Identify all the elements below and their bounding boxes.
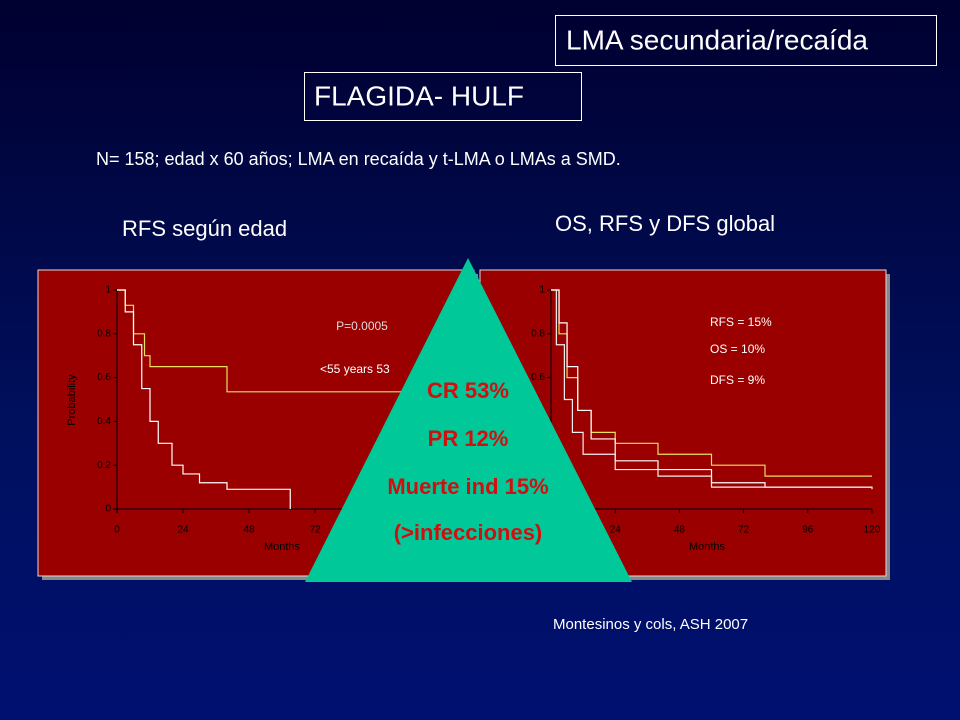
annotation: OS = 10% <box>710 342 765 356</box>
left-heading: RFS según edad <box>122 216 287 241</box>
x-tick-label: 24 <box>610 525 622 536</box>
annotation: P=0.0005 <box>336 319 388 333</box>
x-axis-label: Months <box>689 541 726 553</box>
x-tick-label: 72 <box>738 525 750 536</box>
y-tick-label: 0.8 <box>97 328 111 339</box>
description: N= 158; edad x 60 años; LMA en recaída y… <box>96 149 621 169</box>
x-tick-label: 96 <box>802 525 814 536</box>
km-curve <box>117 289 291 509</box>
triangle-group: CR 53% PR 12% Muerte ind 15% (>infecciones) <box>305 258 632 582</box>
subtitle-box <box>304 72 582 121</box>
x-tick-label: 48 <box>674 525 686 536</box>
y-axis-label: Probability <box>66 374 78 426</box>
x-tick-label: 0 <box>114 525 120 536</box>
y-tick-label: 0.6 <box>97 372 111 383</box>
charts: 0 0.2 0.4 0.6 0.8 1 0 24 48 72 96 120 Probability Mon… <box>66 285 881 553</box>
citation: Montesinos y cols, ASH 2007 <box>553 616 748 633</box>
annotation: RFS = 15% <box>710 315 772 329</box>
km-curve <box>551 289 872 477</box>
y-tick-label: 0.8 <box>531 328 545 339</box>
x-tick-label: 24 <box>177 525 189 536</box>
km-curve <box>551 289 873 490</box>
subtitle: FLAGIDA- HULF <box>314 80 524 111</box>
x-axis-label: Months <box>264 541 301 553</box>
x-tick-label: 120 <box>864 525 881 536</box>
triangle-text: CR 53% <box>427 378 509 403</box>
title: LMA secundaria/recaída <box>566 24 868 55</box>
triangle-text: Muerte ind 15% <box>387 474 548 499</box>
triangle <box>305 258 632 582</box>
annotation: <55 years 53 <box>320 362 390 376</box>
y-tick-label: 1 <box>105 285 111 296</box>
triangle-text: PR 12% <box>428 426 509 451</box>
y-tick-label: 0.2 <box>97 460 111 471</box>
title-box <box>555 15 937 66</box>
km-curve <box>551 289 872 488</box>
y-tick-label: 0.4 <box>97 416 111 427</box>
annotation: DFS = 9% <box>710 373 765 387</box>
x-tick-label: 48 <box>243 525 255 536</box>
y-tick-label: 0.6 <box>531 372 545 383</box>
right-heading: OS, RFS y DFS global <box>555 211 775 236</box>
x-tick-label: 72 <box>309 525 321 536</box>
y-tick-label: 1 <box>539 285 545 296</box>
triangle-text: (>infecciones) <box>394 520 543 545</box>
y-tick-label: 0 <box>105 504 111 515</box>
